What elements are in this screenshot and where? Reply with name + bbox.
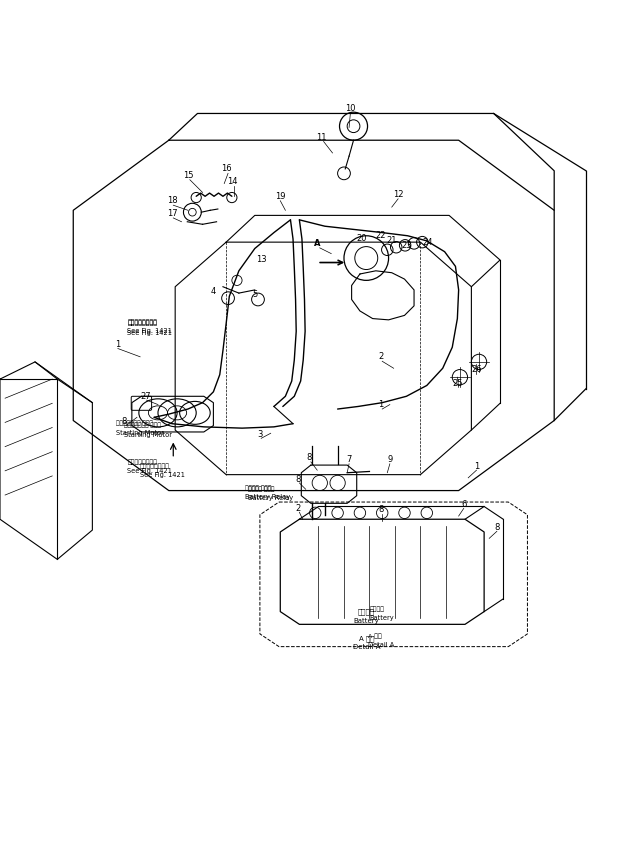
Text: 26: 26 — [471, 365, 482, 374]
Text: 18: 18 — [167, 196, 177, 205]
Text: 第１４２１図参照: 第１４２１図参照 — [127, 459, 157, 465]
Text: 27: 27 — [140, 392, 150, 401]
Text: 第１４２１図参照: 第１４２１図参照 — [140, 463, 170, 469]
Text: バッテリ リレー: バッテリ リレー — [248, 486, 275, 492]
Text: スターティング モータ: スターティング モータ — [116, 420, 153, 426]
Text: スターティング モータ: スターティング モータ — [124, 423, 161, 428]
Text: 8: 8 — [306, 453, 311, 462]
Text: 7: 7 — [347, 456, 352, 464]
Text: 2: 2 — [378, 352, 383, 362]
Text: 17: 17 — [167, 209, 177, 218]
Text: A 拡縮: A 拡縮 — [368, 633, 382, 638]
Text: Starting Motor: Starting Motor — [116, 431, 164, 436]
Text: 第１４２１図参照: 第１４２１図参照 — [127, 321, 157, 326]
Text: 11: 11 — [317, 133, 327, 141]
Text: バッテリ: バッテリ — [369, 606, 385, 612]
Text: Detail A: Detail A — [368, 642, 394, 648]
Text: 3: 3 — [257, 430, 262, 439]
Text: Starting Motor: Starting Motor — [124, 431, 172, 437]
Text: Battery: Battery — [369, 615, 394, 621]
Text: A: A — [314, 239, 320, 248]
Text: 8: 8 — [296, 474, 301, 484]
Text: 8: 8 — [122, 417, 127, 426]
Text: 16: 16 — [221, 164, 231, 173]
Text: 21: 21 — [387, 236, 397, 246]
Text: A 拡縮: A 拡縮 — [359, 635, 374, 642]
Text: 8: 8 — [378, 505, 383, 514]
Text: 12: 12 — [393, 190, 403, 198]
Text: 2: 2 — [296, 504, 301, 513]
Text: 5: 5 — [252, 290, 257, 299]
Text: Battery: Battery — [354, 617, 379, 623]
Text: 25: 25 — [452, 379, 462, 388]
Text: 1: 1 — [474, 462, 479, 471]
Text: 15: 15 — [183, 171, 193, 180]
Text: バッテリ リレー: バッテリ リレー — [245, 485, 271, 491]
Text: バッテリ: バッテリ — [358, 608, 375, 615]
Text: 6: 6 — [461, 500, 466, 509]
Text: 23: 23 — [401, 241, 412, 250]
Text: 13: 13 — [256, 256, 266, 264]
Text: 1: 1 — [378, 400, 383, 409]
Text: Battery Relay: Battery Relay — [245, 494, 290, 500]
Text: 19: 19 — [275, 192, 285, 201]
Text: 4: 4 — [211, 288, 216, 296]
Text: See Fig. 1421: See Fig. 1421 — [127, 330, 172, 336]
Text: See Fig. 1421: See Fig. 1421 — [140, 473, 185, 479]
Text: See Fig. 1421: See Fig. 1421 — [127, 468, 172, 474]
Text: 9: 9 — [387, 456, 392, 464]
Text: 第１４２１図参照: 第１４２１図参照 — [127, 319, 157, 325]
Text: 14: 14 — [227, 177, 238, 186]
Text: See Fig. 1421: See Fig. 1421 — [127, 328, 172, 335]
Text: Detail A: Detail A — [352, 644, 380, 650]
Text: 22: 22 — [376, 231, 386, 241]
Text: 1: 1 — [115, 340, 120, 348]
Text: 20: 20 — [357, 235, 367, 243]
Text: 24: 24 — [423, 238, 433, 246]
Text: 8: 8 — [494, 523, 499, 532]
Text: 10: 10 — [345, 104, 355, 113]
Text: Battery Relay: Battery Relay — [248, 495, 294, 501]
